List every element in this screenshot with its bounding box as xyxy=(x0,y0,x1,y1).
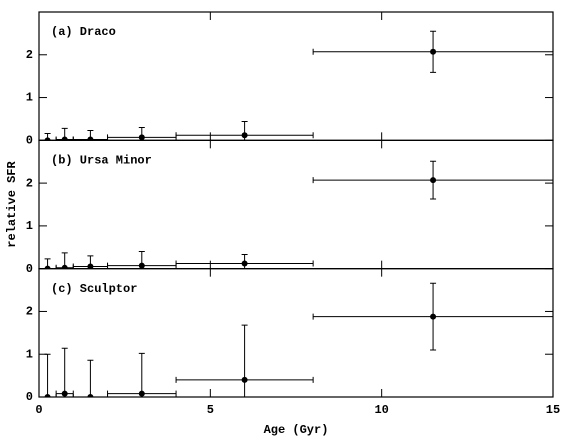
x-tick-label: 0 xyxy=(35,403,42,417)
y-tick-label: 0 xyxy=(26,134,33,148)
y-tick-label: 0 xyxy=(26,262,33,276)
y-tick-label: 2 xyxy=(26,176,33,190)
data-point xyxy=(87,263,94,269)
data-point xyxy=(44,265,51,269)
data-point xyxy=(61,390,68,397)
data-point xyxy=(44,394,51,397)
data-point xyxy=(44,137,51,141)
x-axis-label: Age (Gyr) xyxy=(264,423,329,437)
y-tick-label: 2 xyxy=(26,48,33,62)
series xyxy=(39,282,553,397)
data-point xyxy=(241,132,248,139)
y-tick-label: 0 xyxy=(26,390,33,404)
data-point xyxy=(87,394,94,397)
panel-frame xyxy=(38,268,554,398)
data-point xyxy=(61,136,68,141)
data-point xyxy=(430,177,437,184)
data-point xyxy=(138,262,145,269)
data-point xyxy=(241,260,248,267)
y-tick-label: 1 xyxy=(26,347,33,361)
x-tick-label: 5 xyxy=(207,403,214,417)
data-point xyxy=(430,313,437,320)
data-point xyxy=(87,136,94,141)
panel-title: (a) Draco xyxy=(51,25,116,39)
data-point xyxy=(138,390,145,397)
data-point xyxy=(241,376,248,383)
y-axis-label: relative SFR xyxy=(5,160,19,247)
data-point xyxy=(430,48,437,55)
y-tick-label: 2 xyxy=(26,305,33,319)
y-tick-label: 1 xyxy=(26,219,33,233)
data-point xyxy=(61,264,68,269)
series xyxy=(39,160,553,269)
panel-title: (b) Ursa Minor xyxy=(51,154,152,168)
y-tick-label: 1 xyxy=(26,91,33,105)
series xyxy=(39,30,553,141)
x-tick-label: 10 xyxy=(374,403,388,417)
data-point xyxy=(138,134,145,141)
panel-frame xyxy=(38,11,554,141)
panel-title: (c) Sculptor xyxy=(51,282,137,296)
x-tick-label: 15 xyxy=(546,403,560,417)
